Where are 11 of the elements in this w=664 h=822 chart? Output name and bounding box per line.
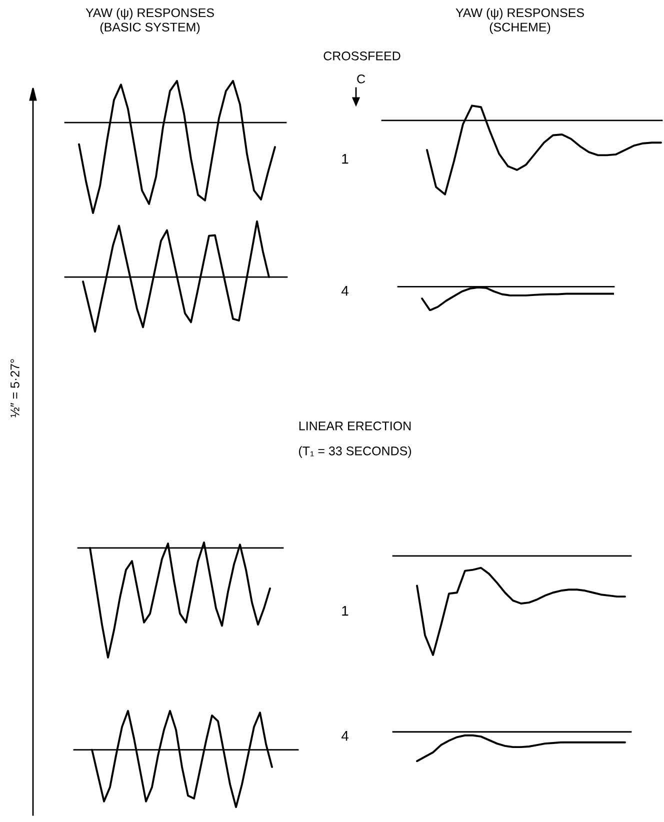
- y-axis-title: 4: [341, 731, 348, 741]
- text: LINEAR ERECTION: [299, 422, 411, 430]
- y-axis-title: 4: [341, 286, 348, 296]
- text: (T₁ = 33 SECONDS): [298, 446, 412, 458]
- text: CROSSFEED: [324, 52, 400, 60]
- y-axis-title: 1: [342, 606, 348, 616]
- text: C: [357, 74, 366, 84]
- text: ½″ = 5·27°: [10, 359, 20, 418]
- chart-title: YAW (ψ) RESPONSES (SCHEME): [456, 8, 584, 34]
- y-axis-title: 1: [342, 154, 348, 164]
- chart-title: YAW (ψ) RESPONSES (BASIC SYSTEM): [86, 8, 214, 34]
